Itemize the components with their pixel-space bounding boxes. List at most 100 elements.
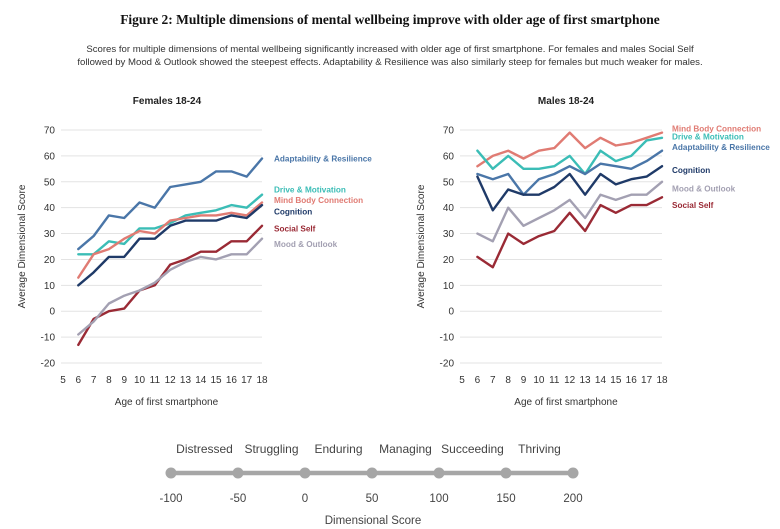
scale-tick-label: 50 [366,493,379,505]
females-series-cognition [77,203,264,287]
females-label-adaptability-and-resilience: Adaptability & Resilience [274,154,372,163]
scale-category-thriving: Thriving [518,442,561,456]
males-x-tick-label: 11 [549,375,560,386]
males-x-tick-label: 14 [595,375,607,386]
females-y-tick-label: 40 [44,203,56,214]
figure-title: Figure 2: Multiple dimensions of mental … [120,12,660,27]
males-label-mind-body-connection: Mind Body Connection [672,125,761,134]
males-chart: Males 18-24 70 60 50 40 30 20 10 0 -10 -20 5 6 7 8 9 10… [416,96,770,408]
females-x-tick-label: 6 [76,375,82,386]
males-y-tick-label: -10 [440,333,455,344]
females-y-tick-label: 30 [44,229,56,240]
males-chart-title: Males 18-24 [538,96,595,107]
males-label-cognition: Cognition [672,166,710,175]
males-x-tick-label: 10 [533,375,545,386]
females-series-drive-and-motivation [77,193,264,256]
females-x-tick-label: 13 [180,375,192,386]
males-y-tick-label: 40 [443,203,455,214]
scale-category-enduring: Enduring [314,442,362,456]
males-x-axis-title: Age of first smartphone [514,397,618,408]
females-y-tick-label: -20 [41,359,56,370]
females-series-mood-and-outlook [77,237,264,336]
females-y-tick-label: -10 [41,333,56,344]
females-y-tick-label: 70 [44,126,56,137]
females-x-tick-label: 14 [195,375,207,386]
males-x-tick-label: 15 [610,375,622,386]
males-x-tick-label: 9 [521,375,527,386]
males-x-tick-label: 18 [656,375,668,386]
females-series-adaptability-and-resilience [77,157,264,251]
males-y-tick-label: 30 [443,229,455,240]
females-x-tick-label: 10 [134,375,146,386]
males-y-tick-label: 20 [443,255,455,266]
females-y-tick-label: 60 [44,151,56,162]
males-x-tick-label: 17 [641,375,653,386]
males-y-tick-label: 10 [443,281,455,292]
scale-tick-label: 100 [429,493,448,505]
females-label-drive-and-motivation: Drive & Motivation [274,186,346,195]
scale-marker [500,467,512,479]
females-y-tick-label: 0 [49,307,55,318]
scale-tick-label: 150 [496,493,515,505]
caption-line-2: followed by Mood & Outlook showed the st… [77,57,702,68]
females-y-tick-label: 50 [44,177,56,188]
scale-tick-label: 200 [563,493,582,505]
females-chart: Females 18-24 70 60 50 40 30 20 10 0 -10 -20 5 6 7 8 9… [17,96,372,408]
males-series-mood-and-outlook [476,180,664,243]
females-y-tick-label: 10 [44,281,56,292]
scale-category-managing: Managing [379,442,432,456]
males-series-social-self [476,196,664,269]
scale-category-succeeding: Succeeding [441,442,504,456]
scale-title: Dimensional Score [325,515,422,527]
males-x-tick-label: 8 [505,375,511,386]
males-x-tick-label: 5 [459,375,465,386]
females-x-tick-label: 8 [106,375,112,386]
males-x-tick-label: 6 [475,375,481,386]
dimensional-score-scale: -100 -50 0 50 100 150 200 Distressed Struggling E… [159,442,582,527]
scale-tick-label: -50 [230,493,247,505]
females-x-tick-label: 18 [256,375,268,386]
females-y-tick-label: 20 [44,255,56,266]
females-series-social-self [77,224,264,347]
caption-line-1: Scores for multiple dimensions of mental… [86,44,694,55]
males-x-tick-label: 12 [564,375,576,386]
females-x-tick-label: 11 [150,375,161,386]
scale-marker [165,467,177,479]
females-y-axis-title: Average Dimensional Score [17,184,28,308]
females-series-mind-body-connection [77,201,264,279]
scale-marker [366,467,378,479]
males-y-tick-label: 50 [443,177,455,188]
males-y-tick-label: 0 [448,307,454,318]
females-x-tick-label: 15 [211,375,223,386]
females-x-tick-label: 7 [91,375,97,386]
males-series-drive-and-motivation [476,136,664,176]
scale-category-struggling: Struggling [244,442,298,456]
scale-tick-label: 0 [302,493,308,505]
scale-marker [567,467,579,479]
females-x-tick-label: 17 [241,375,253,386]
scale-marker [299,467,311,479]
males-y-tick-label: -20 [440,359,455,370]
males-series-mind-body-connection [476,131,664,168]
females-label-mind-body-connection: Mind Body Connection [274,196,363,205]
scale-tick-label: -100 [159,493,182,505]
males-x-tick-label: 7 [490,375,496,386]
females-label-cognition: Cognition [274,208,312,217]
females-chart-title: Females 18-24 [133,96,202,107]
males-series-adaptability-and-resilience [476,149,664,196]
males-label-adaptability-and-resilience: Adaptability & Resilience [672,143,770,152]
females-label-social-self: Social Self [274,224,316,233]
females-label-mood-and-outlook: Mood & Outlook [274,240,338,249]
scale-marker [232,467,244,479]
males-x-tick-label: 16 [626,375,638,386]
males-y-axis-title: Average Dimensional Score [416,184,427,308]
males-y-tick-label: 70 [443,126,455,137]
females-x-axis-title: Age of first smartphone [115,397,219,408]
males-y-tick-label: 60 [443,151,455,162]
scale-marker [433,467,445,479]
females-x-tick-label: 5 [60,375,66,386]
females-x-tick-label: 16 [226,375,238,386]
males-series-cognition [476,164,664,212]
males-label-social-self: Social Self [672,201,714,210]
